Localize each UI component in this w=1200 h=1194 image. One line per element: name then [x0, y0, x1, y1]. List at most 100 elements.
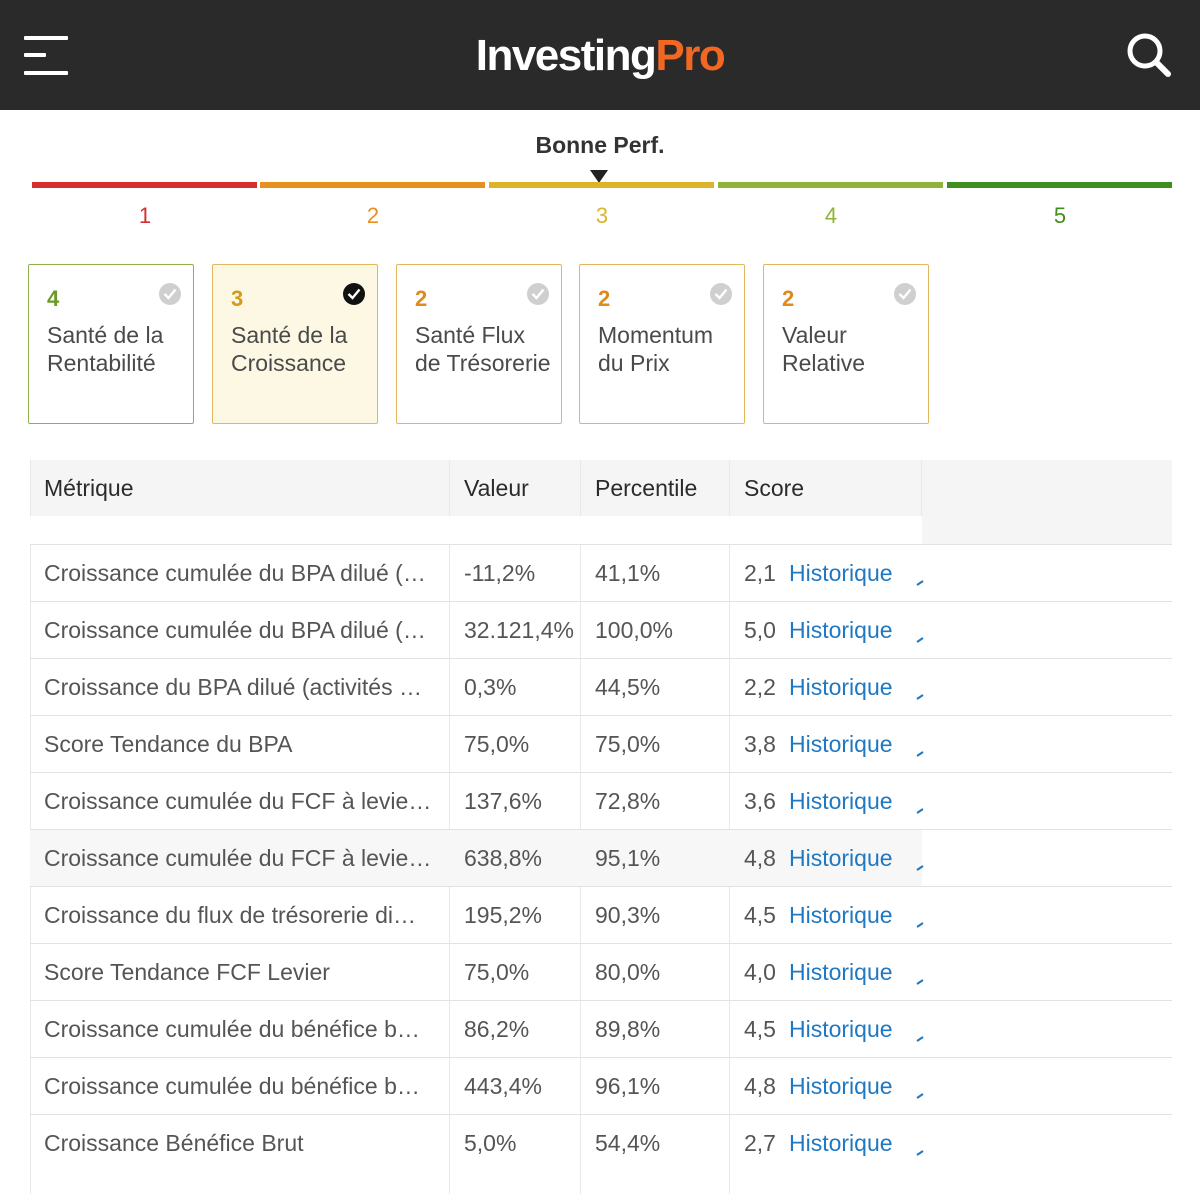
metric-name: Croissance cumulée du FCF à levie… — [44, 788, 432, 814]
metric-name: Croissance cumulée du BPA dilué (… — [44, 617, 426, 643]
metric-value: 443,4% — [464, 1073, 543, 1099]
card-score: 2 — [598, 286, 611, 311]
history-link[interactable]: Historique — [789, 674, 893, 700]
table-row[interactable]: Croissance cumulée du FCF à levie… 638,8%… — [30, 830, 924, 887]
table-row[interactable]: Croissance cumulée du bénéfice b… 443,4% 9… — [30, 1058, 924, 1115]
rating-segment-3 — [489, 182, 714, 188]
column-header-percentile[interactable]: Percentile — [595, 475, 698, 501]
sparkline-icon[interactable] — [916, 630, 924, 648]
history-link[interactable]: Historique — [789, 788, 893, 814]
metric-score: 2,2 — [744, 674, 776, 700]
history-link[interactable]: Historique — [789, 959, 893, 985]
metric-value: 5,0% — [464, 1130, 517, 1156]
rating-level-label: 3 — [595, 203, 609, 228]
sparkline-icon[interactable] — [916, 972, 924, 990]
row-divider — [30, 601, 1172, 602]
search-icon[interactable] — [1124, 30, 1174, 80]
table-row[interactable]: Croissance cumulée du BPA dilué (… 32.121… — [30, 602, 924, 659]
rating-level-label: 2 — [366, 203, 380, 228]
row-divider — [30, 715, 1172, 716]
table-row[interactable]: Croissance cumulée du bénéfice b… 86,2% 89… — [30, 1001, 924, 1058]
history-link[interactable]: Historique — [789, 560, 893, 586]
header-spacer — [30, 516, 922, 544]
health-card[interactable]: 2 Momentum du Prix — [579, 264, 745, 424]
sparkline-icon[interactable] — [916, 915, 924, 933]
column-header-score[interactable]: Score — [744, 475, 805, 501]
history-link[interactable]: Historique — [789, 1130, 893, 1156]
metric-name: Croissance Bénéfice Brut — [44, 1130, 304, 1156]
row-divider — [30, 544, 1172, 545]
metric-value: 75,0% — [464, 731, 530, 757]
history-link[interactable]: Historique — [789, 1073, 893, 1099]
card-label: Santé de la Croissance — [231, 322, 348, 376]
check-circle-icon — [343, 283, 365, 305]
top-bar: InvestingPro — [0, 0, 1200, 110]
table-row[interactable]: Croissance cumulée du BPA dilué (… -11,2%… — [30, 545, 924, 602]
metric-percentile: 90,3% — [595, 902, 661, 928]
card-label: Santé de la Rentabilité — [47, 322, 164, 376]
sparkline-icon[interactable] — [916, 1143, 924, 1161]
metric-value: 86,2% — [464, 1016, 530, 1042]
metric-name: Croissance cumulée du FCF à levie… — [44, 845, 432, 871]
rating-segment-1 — [32, 182, 257, 188]
row-divider — [30, 943, 1172, 944]
health-card[interactable]: 2 Valeur Relative — [763, 264, 929, 424]
card-score: 3 — [231, 286, 244, 311]
metric-name: Croissance cumulée du bénéfice b… — [44, 1073, 420, 1099]
check-circle-icon — [710, 283, 732, 305]
table-row[interactable]: Score Tendance FCF Levier 75,0% 80,0% 4,0 Hi… — [30, 944, 924, 1001]
history-link[interactable]: Historique — [789, 731, 893, 757]
metric-score: 4,5 — [744, 902, 776, 928]
rating-level-label: 1 — [138, 203, 152, 228]
column-header-metric[interactable]: Métrique — [44, 475, 134, 501]
metric-value: -11,2% — [464, 560, 536, 586]
metric-name: Score Tendance FCF Levier — [44, 959, 330, 985]
metric-name: Croissance du flux de trésorerie di… — [44, 902, 416, 928]
metric-value: 32.121,4% — [464, 617, 574, 643]
table-row[interactable]: Croissance cumulée du FCF à levie… 137,6%… — [30, 773, 924, 830]
metric-name: Score Tendance du BPA — [44, 731, 293, 757]
health-card[interactable]: 2 Santé Flux de Trésorerie — [396, 264, 562, 424]
metric-value: 638,8% — [464, 845, 543, 871]
row-divider — [30, 1114, 1172, 1115]
column-divider — [729, 460, 730, 1194]
history-link[interactable]: Historique — [789, 617, 893, 643]
card-label: Momentum du Prix — [598, 322, 714, 376]
sparkline-icon[interactable] — [916, 687, 924, 705]
column-header-value[interactable]: Valeur — [464, 475, 529, 501]
metric-percentile: 75,0% — [595, 731, 661, 757]
metric-value: 137,6% — [464, 788, 543, 814]
health-card[interactable]: 3 Santé de la Croissance — [212, 264, 378, 424]
hamburger-icon[interactable] — [24, 34, 70, 78]
row-divider — [30, 886, 1172, 887]
sparkline-icon[interactable] — [916, 573, 924, 591]
history-link[interactable]: Historique — [789, 902, 893, 928]
rating-marker-icon — [590, 170, 608, 183]
metric-percentile: 89,8% — [595, 1016, 661, 1042]
card-score: 2 — [415, 286, 428, 311]
health-card[interactable]: 4 Santé de la Rentabilité — [28, 264, 194, 424]
sparkline-icon[interactable] — [916, 858, 924, 876]
history-link[interactable]: Historique — [789, 845, 893, 871]
card-label: Valeur Relative — [782, 322, 866, 376]
row-divider — [30, 772, 1172, 773]
row-divider — [30, 1057, 1172, 1058]
sparkline-icon[interactable] — [916, 801, 924, 819]
table-row[interactable]: Croissance du flux de trésorerie di… 195,… — [30, 887, 924, 944]
metric-score: 2,1 — [744, 560, 776, 586]
table-row[interactable]: Score Tendance du BPA 75,0% 75,0% 3,8 Histor… — [30, 716, 924, 773]
row-divider — [30, 1000, 1172, 1001]
card-score: 2 — [782, 286, 795, 311]
column-divider — [921, 460, 922, 544]
table-row[interactable]: Croissance du BPA dilué (activités … 0,3%… — [30, 659, 924, 716]
sparkline-icon[interactable] — [916, 1029, 924, 1047]
card-score: 4 — [47, 286, 60, 311]
investingpro-logo[interactable]: InvestingPro — [0, 30, 1200, 82]
sparkline-icon[interactable] — [916, 1086, 924, 1104]
history-link[interactable]: Historique — [789, 1016, 893, 1042]
rating-level-label: 4 — [824, 203, 838, 228]
sparkline-icon[interactable] — [916, 744, 924, 762]
metric-percentile: 44,5% — [595, 674, 661, 700]
table-row[interactable]: Croissance Bénéfice Brut 5,0% 54,4% 2,7 Hist… — [30, 1115, 924, 1172]
rating-title: Bonne Perf. — [535, 132, 665, 158]
